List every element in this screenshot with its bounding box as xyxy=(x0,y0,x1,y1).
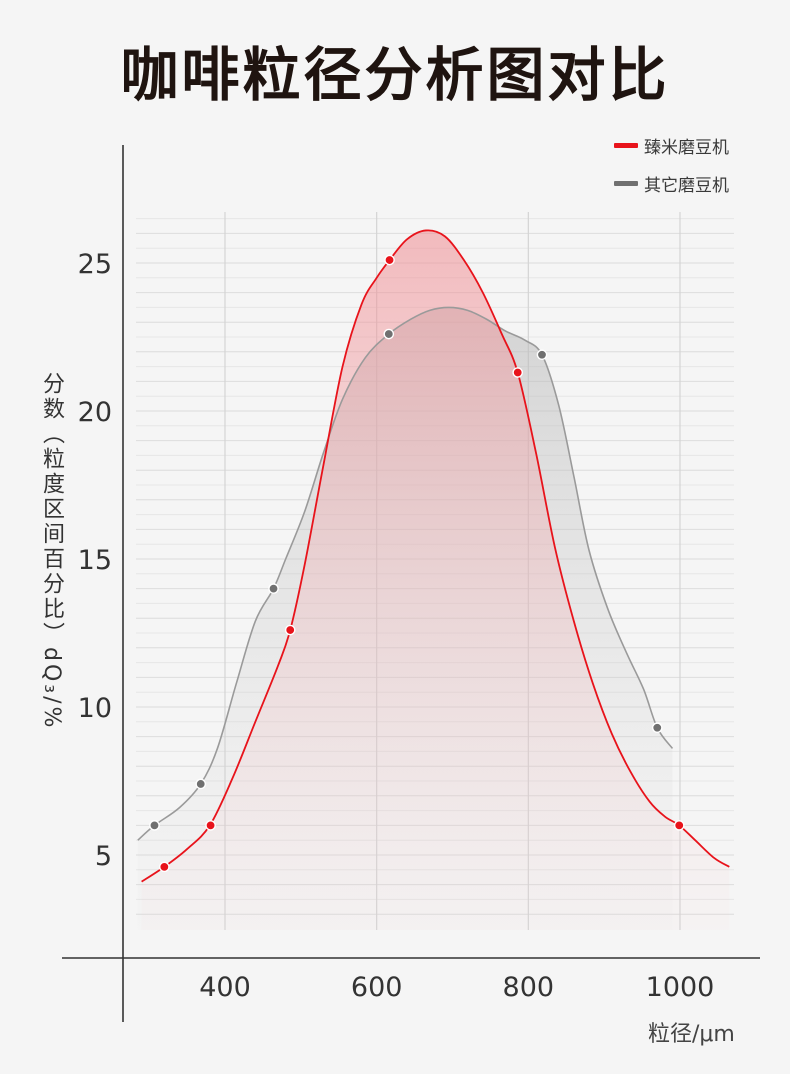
data-point-other xyxy=(149,820,160,831)
y-tick-label: 15 xyxy=(78,545,112,576)
series-line-zhenmi xyxy=(141,229,730,883)
data-point-other xyxy=(651,722,663,734)
y-tick-label: 10 xyxy=(78,693,112,724)
data-point-zhenmi xyxy=(159,861,170,873)
data-point-zhenmi xyxy=(205,820,216,831)
data-point-zhenmi xyxy=(284,624,296,636)
data-point-zhenmi xyxy=(384,254,395,266)
legend-item-other: 其它磨豆机 xyxy=(614,171,729,196)
data-point-zhenmi xyxy=(512,367,524,378)
y-tick-label: 5 xyxy=(95,841,112,872)
page-title: 咖啡粒径分析图对比 xyxy=(120,41,670,109)
x-tick-label: 1000 xyxy=(646,972,715,1003)
legend-swatch-zhenmi xyxy=(614,142,638,148)
series-lines xyxy=(137,229,730,883)
data-point-other xyxy=(536,349,548,361)
tick-labels: 5 10 15 20 25 400 600 800 1000 xyxy=(78,249,715,1003)
data-point-other xyxy=(268,583,279,594)
x-tick-label: 400 xyxy=(199,972,251,1003)
data-point-other xyxy=(195,778,207,790)
data-point-other xyxy=(383,328,395,340)
series-fills xyxy=(137,230,730,930)
legend-item-zhenmi: 臻米磨豆机 xyxy=(614,133,729,158)
legend-label-other: 其它磨豆机 xyxy=(644,175,729,196)
legend-swatch-other xyxy=(614,180,638,186)
x-tick-label: 600 xyxy=(351,972,403,1003)
axes xyxy=(62,145,760,1022)
series-markers xyxy=(149,254,685,873)
legend-label-zhenmi: 臻米磨豆机 xyxy=(644,137,729,158)
y-tick-label: 20 xyxy=(78,397,112,428)
x-tick-label: 800 xyxy=(503,972,555,1003)
data-point-zhenmi xyxy=(673,820,685,831)
y-tick-label: 25 xyxy=(78,249,112,280)
series-line-other xyxy=(137,306,674,841)
y-axis-label: 分数（粒度区间百分比）dQ₃/% xyxy=(39,372,64,731)
area-fill-zhenmi xyxy=(141,230,730,930)
x-axis-label: 粒径/μm xyxy=(648,1022,735,1047)
